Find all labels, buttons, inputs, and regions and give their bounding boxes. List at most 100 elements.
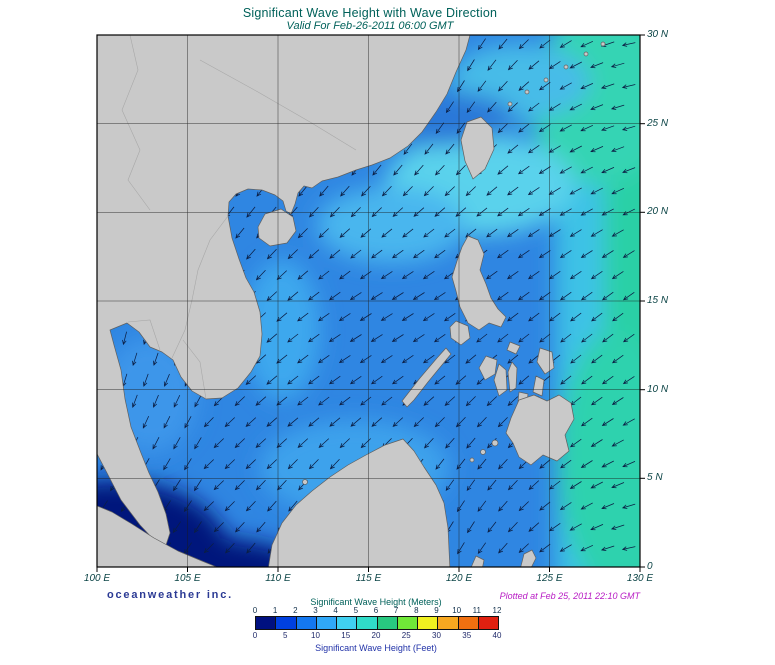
- wave-arrow: [370, 292, 383, 300]
- wave-arrow: [467, 59, 475, 72]
- wave-arrow: [518, 543, 529, 554]
- wave-arrow: [371, 249, 383, 259]
- wave-arrow: [517, 291, 530, 301]
- wave-arrow: [276, 312, 288, 322]
- wave-arrow: [234, 480, 245, 491]
- wave-arrow: [245, 501, 256, 512]
- wave-arrow: [329, 249, 341, 259]
- y-tick-label: 5 N: [647, 472, 663, 484]
- colorbar-bin: [438, 617, 459, 629]
- wave-arrow: [308, 206, 319, 218]
- wave-arrow: [183, 500, 192, 513]
- wave-arrow: [297, 228, 308, 239]
- wave-arrow: [569, 481, 582, 489]
- wave-arrow: [349, 334, 362, 342]
- wave-arrow: [287, 459, 298, 470]
- wave-arrow: [591, 354, 603, 364]
- wave-arrow: [570, 312, 582, 322]
- colorbar-bin: [276, 617, 297, 629]
- x-tick-label: 130 E: [626, 573, 654, 584]
- wave-arrow: [287, 291, 299, 301]
- wave-arrow: [255, 270, 266, 281]
- wave-arrow: [401, 271, 414, 280]
- wave-arrow: [527, 229, 540, 238]
- wave-arrow: [203, 417, 214, 428]
- wave-arrow: [611, 187, 625, 195]
- wave-arrow: [580, 208, 593, 216]
- wave-arrow: [611, 271, 624, 280]
- wave-arrow: [600, 83, 615, 89]
- wave-arrow: [266, 459, 277, 470]
- wave-arrow: [234, 396, 245, 407]
- wave-arrow: [359, 313, 372, 321]
- wave-arrow: [612, 312, 624, 322]
- wave-arrow: [507, 354, 519, 364]
- wave-arrow: [422, 313, 435, 322]
- wave-arrow: [560, 333, 572, 343]
- land-leyte: [532, 375, 545, 397]
- land-mainland-asia: [97, 35, 471, 549]
- wave-arrow: [507, 480, 518, 491]
- wave-arrow: [455, 165, 466, 176]
- wave-arrow: [298, 185, 308, 197]
- wave-arrow: [527, 187, 540, 196]
- wave-arrow: [528, 60, 540, 70]
- wave-arrow: [549, 480, 561, 490]
- wave-arrow: [350, 249, 362, 259]
- wave-arrow: [528, 102, 540, 112]
- wave-arrow: [580, 502, 593, 510]
- wave-arrow: [371, 417, 383, 427]
- wave-arrow: [486, 396, 497, 407]
- wave-arrow: [255, 438, 267, 449]
- wave-arrow: [477, 80, 487, 92]
- wave-arrow: [267, 500, 277, 512]
- land-masses: [97, 35, 606, 567]
- wave-arrow: [497, 123, 508, 134]
- wave-arrow: [339, 396, 351, 406]
- wave-arrow: [350, 417, 362, 427]
- wave-arrow: [621, 546, 636, 551]
- wave-arrow: [235, 227, 245, 239]
- oceanweather-credit: oceanweather inc.: [107, 589, 233, 601]
- wave-arrow: [581, 333, 593, 343]
- wave-arrow: [538, 124, 551, 133]
- wave-arrow: [203, 501, 214, 512]
- wave-arrow: [487, 521, 497, 533]
- wave-arrow: [507, 102, 518, 113]
- meters-tick: 7: [393, 606, 399, 615]
- wave-arrow: [518, 333, 530, 343]
- wave-arrow: [424, 143, 434, 155]
- colorbar-bin: [256, 617, 277, 629]
- wave-arrow: [288, 500, 298, 512]
- y-tick-label: 25 N: [647, 117, 669, 129]
- feet-tick: 40: [492, 631, 502, 640]
- land-borneo: [268, 438, 451, 567]
- wave-arrow: [445, 479, 455, 492]
- wave-arrow: [580, 250, 593, 258]
- wave-arrow: [466, 437, 476, 449]
- meters-tick: 10: [452, 606, 462, 615]
- wave-arrow: [308, 375, 320, 385]
- wave-arrow: [528, 522, 540, 532]
- wave-arrow: [329, 459, 340, 470]
- wave-arrow: [590, 62, 604, 69]
- wave-arrow: [539, 333, 551, 343]
- wave-arrow: [339, 228, 351, 238]
- meters-tick: 12: [492, 606, 502, 615]
- legend-meters-label: Significant Wave Height (Meters): [310, 597, 442, 607]
- colorbar-bin: [316, 617, 337, 629]
- wave-arrow: [372, 164, 382, 176]
- meters-tick: 3: [313, 606, 318, 615]
- wave-arrow: [518, 375, 530, 385]
- wave-arrow: [328, 334, 341, 343]
- wave-arrow: [611, 146, 625, 152]
- wave-arrow: [507, 312, 519, 322]
- wave-arrow: [152, 394, 159, 408]
- wave-arrow: [287, 249, 298, 260]
- wave-arrow: [621, 503, 636, 509]
- land-palawan: [401, 347, 452, 408]
- wave-arrow: [423, 437, 434, 449]
- wave-arrow: [559, 250, 572, 259]
- wave-arrow: [412, 334, 425, 343]
- colorbar-bin: [458, 617, 479, 629]
